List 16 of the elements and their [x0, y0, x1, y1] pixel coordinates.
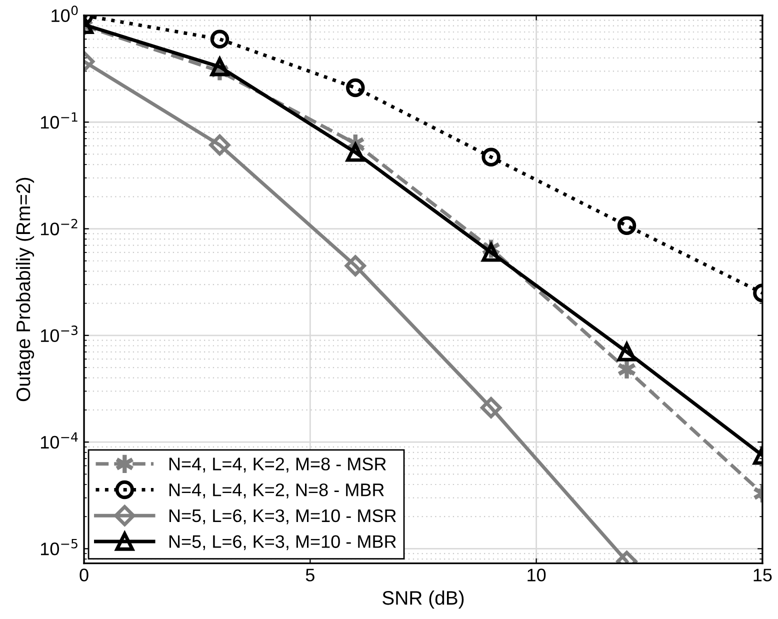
- y-axis-title: Outage Probabiliy (Rm=2): [16, 178, 34, 402]
- y-tick-label: 10$^{−5}$: [41, 539, 78, 556]
- x-axis-title: SNR (dB): [382, 590, 464, 609]
- x-tick-label: 10: [528, 568, 546, 582]
- x-tick-label: 5: [306, 568, 314, 582]
- y-tick-label: 10$^{0}$: [52, 6, 78, 22]
- legend-label: N=5, L=6, K=3, M=10 - MSR: [169, 509, 396, 524]
- y-tick-label: 10$^{−2}$: [41, 218, 78, 236]
- y-tick-label: 10$^{−4}$: [41, 432, 78, 449]
- legend-label: N=4, L=4, K=2, N=8 - MBR: [169, 483, 384, 498]
- x-tick-label: 15: [754, 568, 772, 582]
- legend-label: N=5, L=6, K=3, M=10 - MBR: [169, 535, 396, 550]
- legend-label: N=4, L=4, K=2, M=8 - MSR: [169, 458, 386, 473]
- y-tick-label: 10$^{−1}$: [41, 112, 78, 129]
- y-tick-label: 10$^{−3}$: [41, 326, 78, 342]
- x-tick-label: 0: [80, 568, 88, 582]
